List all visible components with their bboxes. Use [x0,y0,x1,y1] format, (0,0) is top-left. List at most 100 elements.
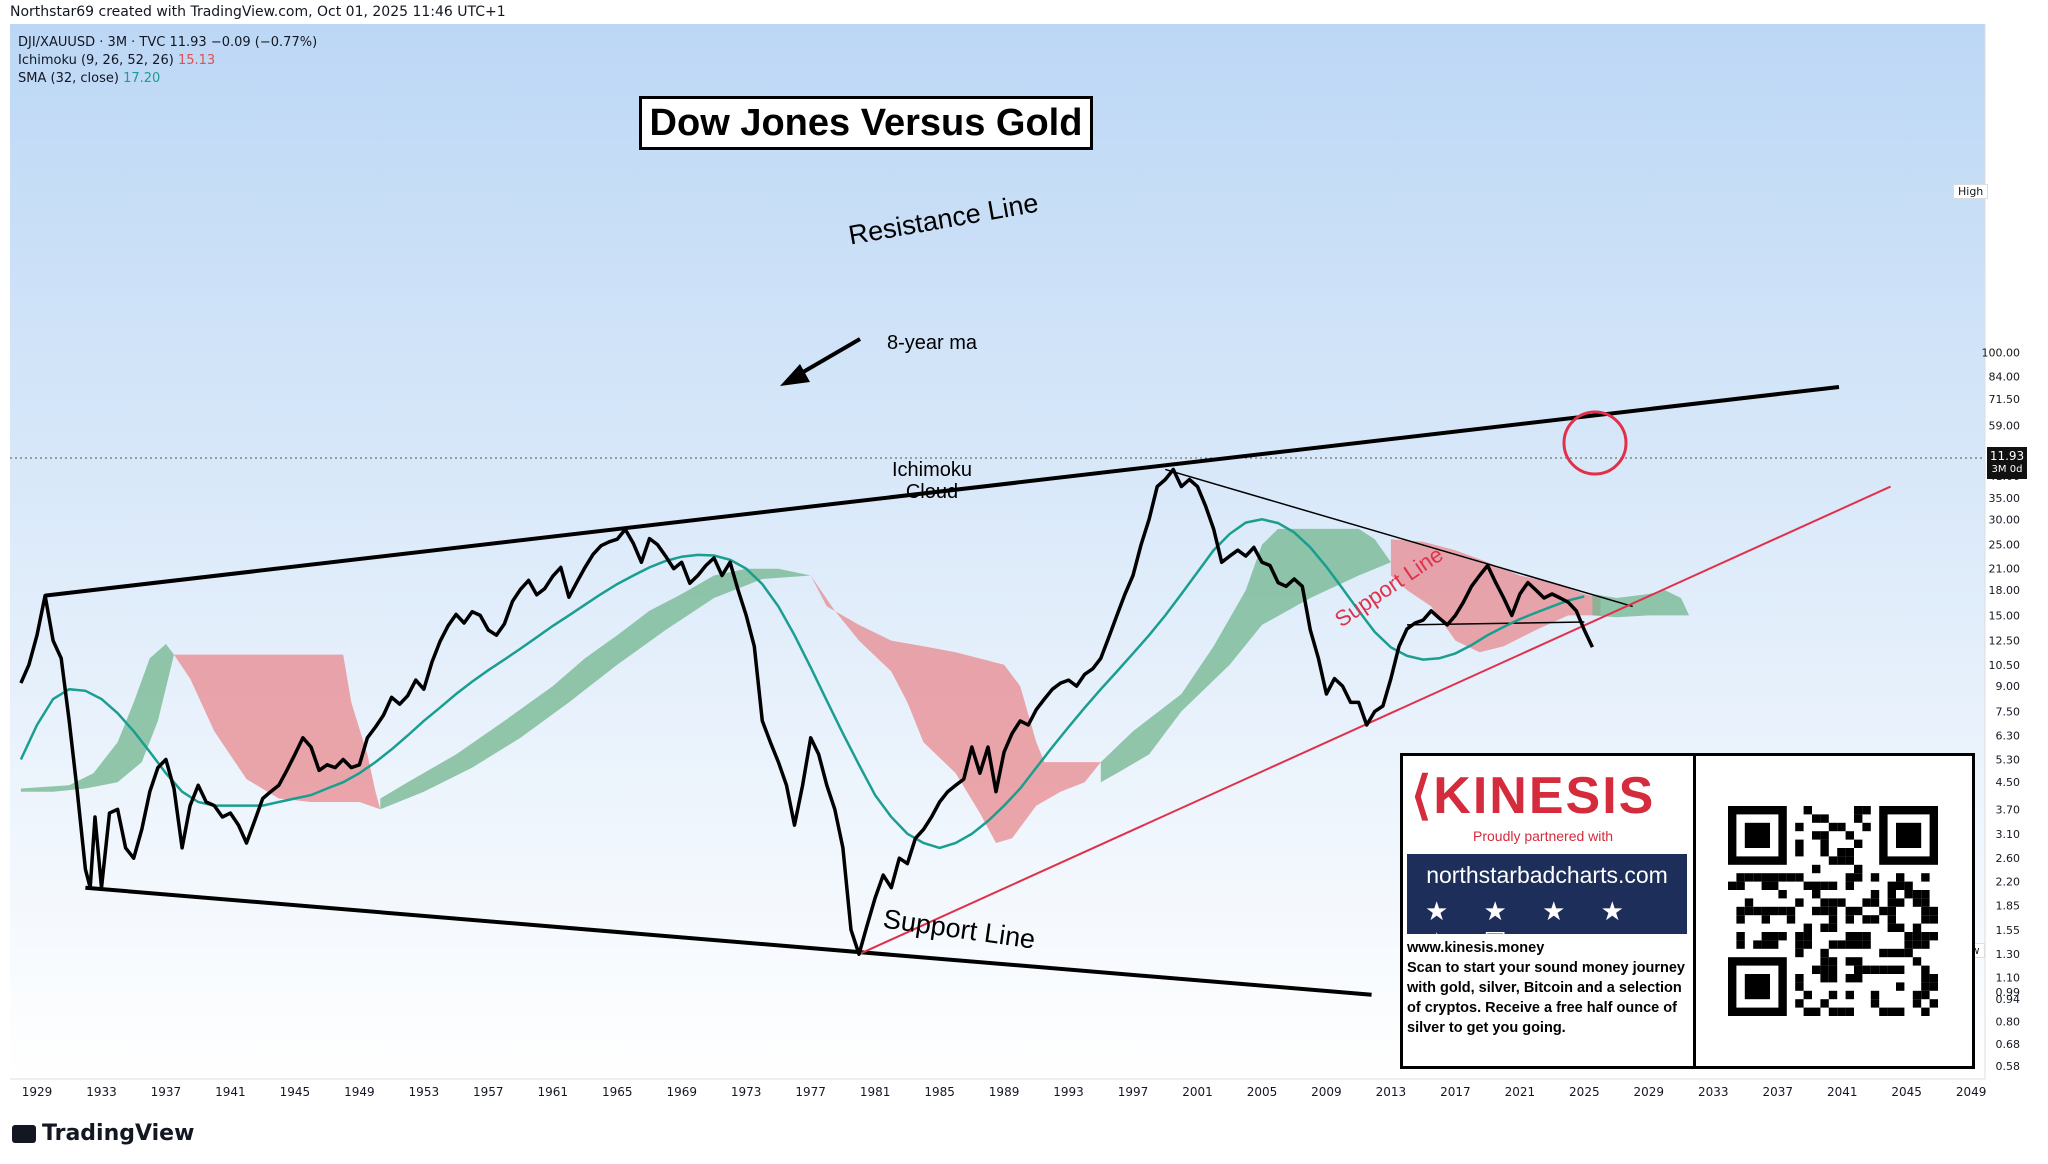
qr-module [1854,814,1863,823]
x-tick-label: 2009 [1311,1085,1342,1099]
qr-module [1828,990,1838,1000]
kinesis-k-icon: ⟨ [1411,767,1434,825]
ad-url[interactable]: www.kinesis.money [1407,940,1545,956]
y-tick-label: 7.50 [1996,705,2021,718]
qr-module [1870,999,1880,1008]
qr-module [1862,915,1871,924]
tradingview-logo-icon [12,1125,36,1143]
legend-sma[interactable]: SMA (32, close) 17.20 [18,70,317,88]
tradingview-brand: TradingView [42,1121,195,1146]
x-tick-label: 1957 [473,1085,504,1099]
qr-module [1761,873,1770,882]
qr-module [1854,864,1863,874]
qr-module [1854,957,1863,966]
qr-module [1862,940,1871,949]
qr-module [1929,974,1938,983]
ma-label: 8-year ma [887,332,978,354]
qr-module [1795,822,1804,832]
qr-module [1744,906,1754,916]
sponsor-ad[interactable]: ⟨KINESIS Proudly partnered with northsta… [1400,753,1975,1069]
qr-module [1761,915,1770,924]
qr-module [1778,890,1787,899]
y-tick-label: 2.60 [1996,852,2021,865]
qr-module [1795,974,1804,983]
cloud-band-1 [174,654,381,810]
qr-module [1744,873,1754,882]
x-tick-label: 1953 [409,1085,440,1099]
legend-symbol[interactable]: DJI/XAUUSD · 3M · TVC 11.93 −0.09 (−0.77… [18,34,317,52]
qr-module [1795,898,1804,907]
qr-module [1862,806,1871,815]
x-tick-label: 1981 [860,1085,891,1099]
x-tick-label: 1941 [215,1085,246,1099]
qr-module [1820,965,1829,974]
qr-module [1845,932,1854,941]
qr-module [1862,898,1871,907]
qr-module [1921,932,1930,941]
qr-module [1921,990,1930,1000]
cloud-band-0 [20,644,175,792]
y-axis: 0.58 0.68 0.80 0.940.99 1.10 1.30 1.55 1.85 2.20… [1982,24,2021,1079]
qr-module [1845,856,1854,865]
qr-module [1820,923,1829,932]
high-badge: High [1953,184,1989,199]
qr-module [1753,873,1762,882]
y-tick-label: 25.00 [1989,539,2021,552]
qr-module [1778,873,1787,882]
qr-module [1803,923,1812,932]
x-tick-label: 1965 [602,1085,633,1099]
legend-ichimoku[interactable]: Ichimoku (9, 26, 52, 26) 15.13 [18,52,317,70]
qr-module [1812,906,1821,916]
qr-module [1845,906,1854,916]
x-tick-label: 1977 [795,1085,826,1099]
qr-module [1912,999,1922,1008]
qr-module [1761,906,1770,916]
qr-module [1744,898,1754,907]
ma-arrow-icon [796,337,862,377]
y-tick-label: 84.00 [1989,371,2021,384]
qr-module [1862,822,1871,832]
y-tick-label: 4.50 [1996,776,2021,789]
qr-module [1820,898,1829,907]
x-tick-label: 1945 [280,1085,311,1099]
qr-module [1837,856,1846,865]
qr-module [1904,940,1913,949]
qr-code-icon[interactable] [1728,806,1938,1016]
qr-module [1803,990,1812,1000]
northstar-banner[interactable]: northstarbadcharts.com ★ ★ ★ ★ ★ ☑ [1407,854,1687,957]
qr-module [1812,965,1821,974]
qr-module [1912,890,1922,899]
ad-body: Scan to start your sound money journey w… [1407,960,1685,1036]
qr-module [1837,898,1846,907]
qr-module [1921,982,1930,991]
x-tick-label: 2033 [1698,1085,1729,1099]
qr-module [1820,948,1829,958]
x-tick-label: 1989 [989,1085,1020,1099]
x-tick-label: 2045 [1891,1085,1922,1099]
qr-module [1921,1007,1930,1016]
qr-module [1736,915,1745,924]
qr-module [1803,932,1812,941]
x-tick-label: 2005 [1247,1085,1278,1099]
cloud-band-4 [1100,528,1391,783]
qr-module [1912,957,1922,966]
qr-module [1828,906,1838,916]
qr-module [1887,890,1896,899]
y-tick-label: 0.80 [1996,1015,2021,1028]
qr-module [1921,940,1930,949]
qr-module [1820,974,1829,983]
high-label: High [1958,185,1984,198]
x-tick-label: 2001 [1182,1085,1213,1099]
qr-module [1770,906,1779,916]
ichimoku-label-line2: Cloud [906,481,958,503]
y-tick-label: 2.20 [1996,875,2021,888]
qr-module [1753,940,1762,949]
tradingview-logo[interactable]: TradingView [12,1121,194,1146]
x-tick-label: 2037 [1762,1085,1793,1099]
y-tick-label: 59.00 [1989,420,2021,433]
qr-module [1828,965,1838,974]
qr-module [1786,906,1796,916]
qr-module [1795,940,1804,949]
qr-module [1921,974,1930,983]
